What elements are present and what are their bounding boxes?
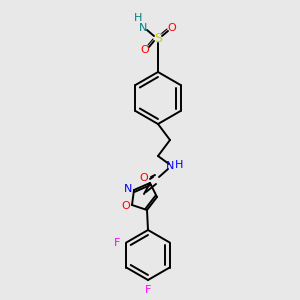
Text: H: H [175,160,183,170]
Text: F: F [114,238,121,248]
Text: O: O [141,45,149,55]
Text: N: N [139,23,147,33]
Text: N: N [166,161,174,171]
Text: O: O [122,201,130,211]
Text: N: N [124,184,132,194]
Text: F: F [145,285,151,295]
Text: O: O [168,23,176,33]
Text: H: H [134,13,142,23]
Text: S: S [154,32,162,44]
Text: O: O [140,173,148,183]
